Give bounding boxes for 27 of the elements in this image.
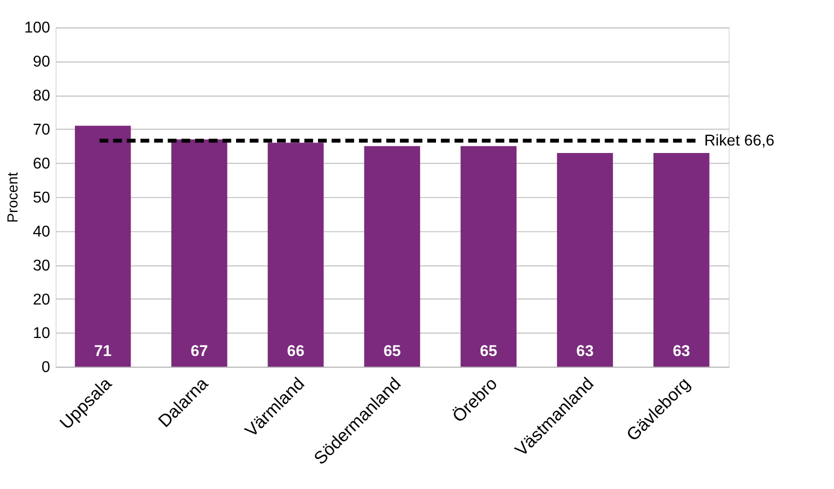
y-tick-label: 10 bbox=[32, 325, 51, 342]
bar bbox=[74, 126, 131, 367]
data-label: 71 bbox=[94, 343, 112, 360]
data-label: 63 bbox=[576, 343, 594, 360]
y-tick-label: 0 bbox=[42, 359, 51, 376]
y-tick-label: 60 bbox=[32, 155, 51, 172]
data-label: 65 bbox=[383, 343, 402, 360]
y-tick-label: 100 bbox=[24, 20, 51, 37]
y-tick-label: 90 bbox=[32, 54, 51, 71]
data-label: 66 bbox=[287, 343, 305, 360]
ref-line-label: Riket 66,6 bbox=[704, 132, 774, 150]
bar bbox=[557, 152, 613, 367]
y-tick-label: 40 bbox=[32, 223, 51, 240]
bar bbox=[268, 142, 324, 367]
y-axis-title: Procent bbox=[5, 172, 22, 223]
y-tick-label: 80 bbox=[32, 88, 51, 105]
bar bbox=[460, 146, 517, 367]
y-tick-label: 50 bbox=[32, 189, 51, 206]
bar bbox=[171, 139, 228, 367]
y-tick-label: 70 bbox=[32, 122, 51, 139]
bar bbox=[653, 152, 710, 367]
data-label: 65 bbox=[480, 343, 498, 360]
y-tick-label: 30 bbox=[32, 257, 51, 274]
bar bbox=[364, 146, 420, 367]
y-tick-label: 20 bbox=[32, 291, 51, 308]
data-label: 63 bbox=[672, 343, 690, 360]
data-label: 67 bbox=[190, 343, 208, 360]
